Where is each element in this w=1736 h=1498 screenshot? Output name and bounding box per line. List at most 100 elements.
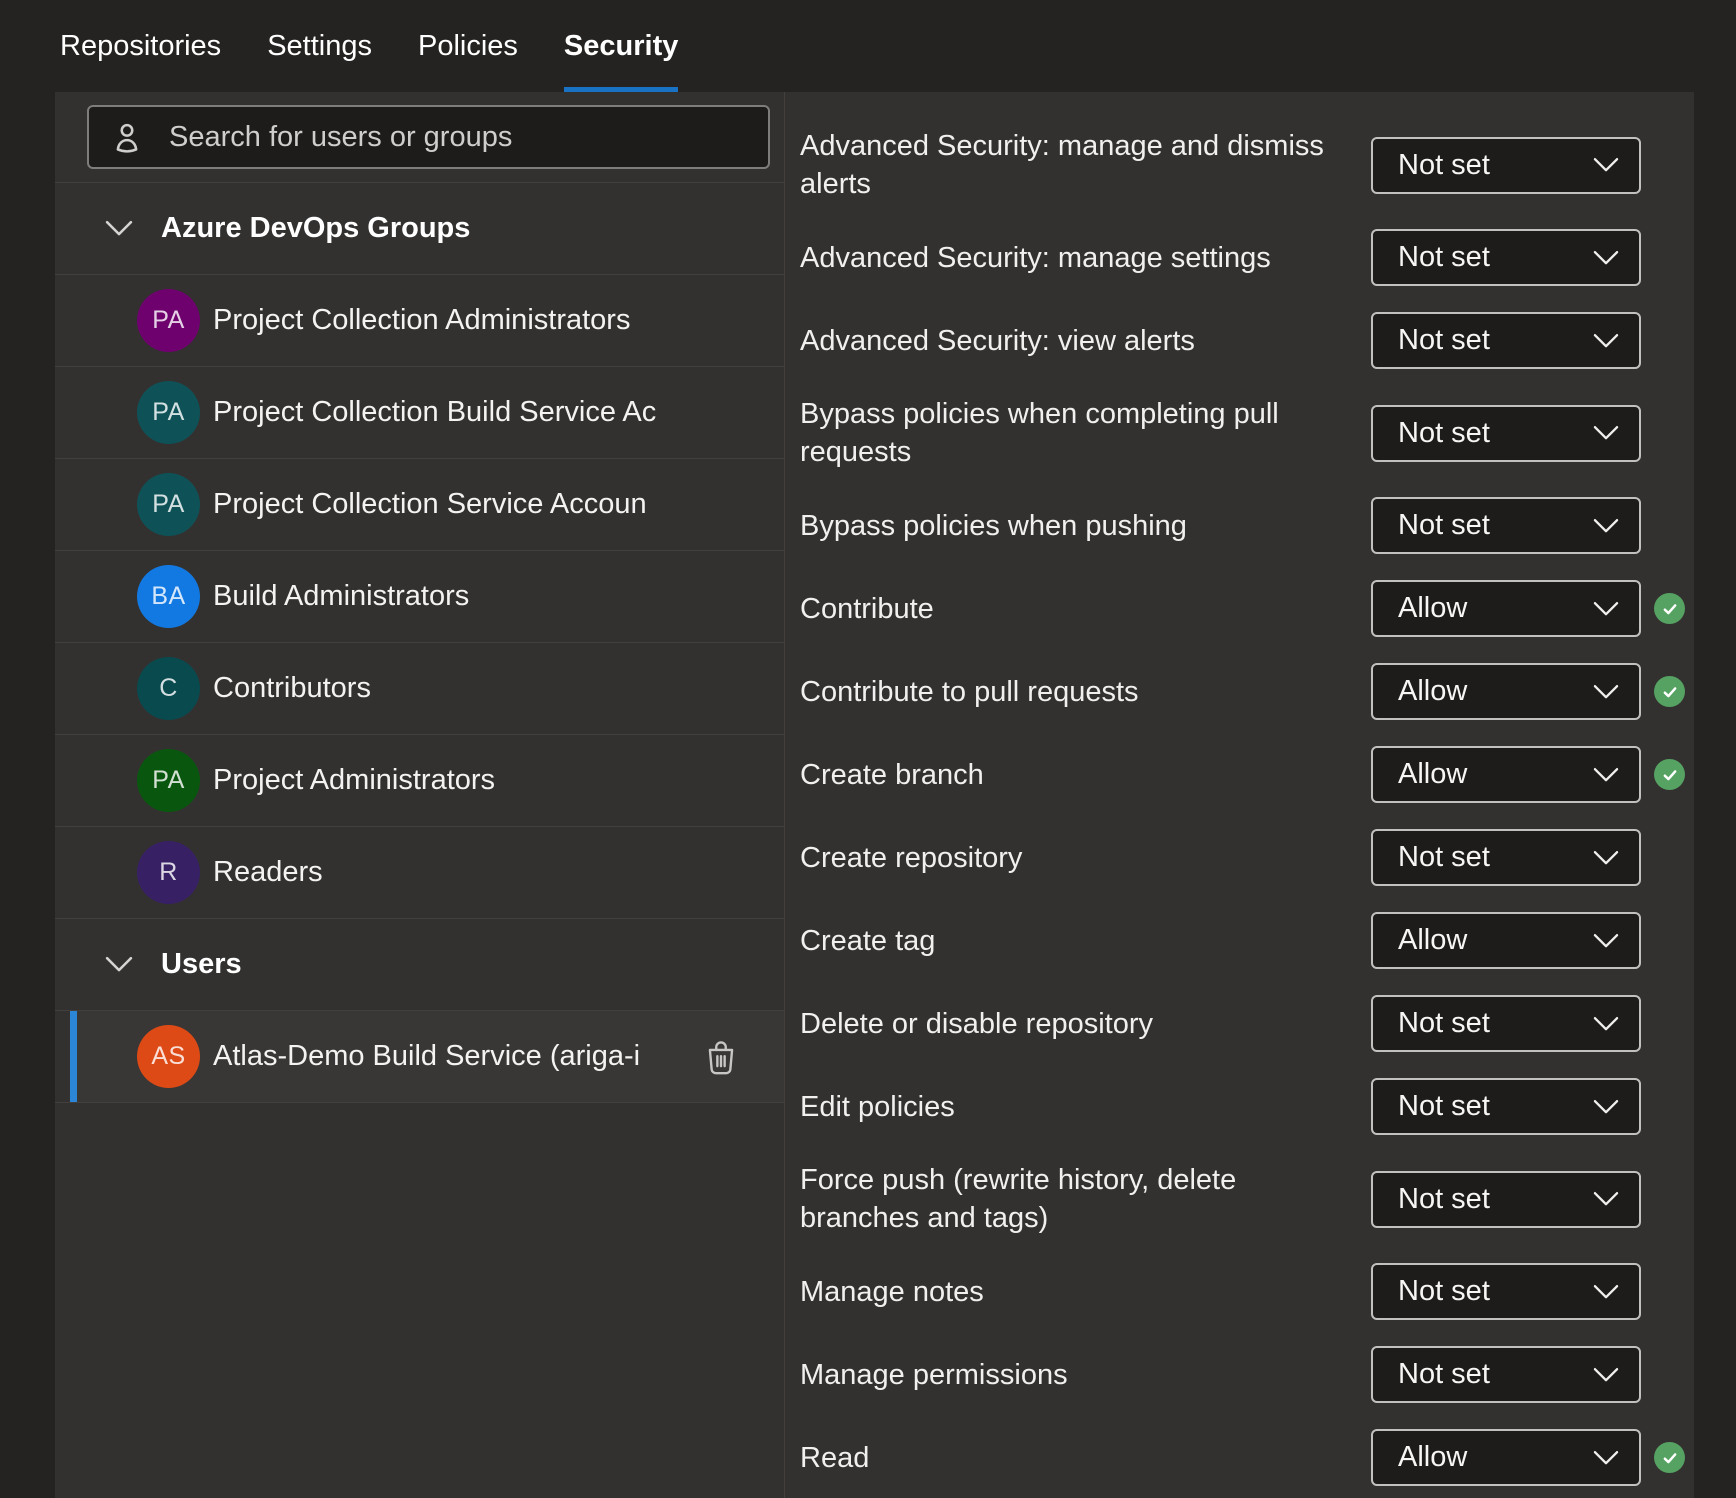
permission-label: Bypass policies when completing pull req…: [800, 398, 1279, 468]
chevron-down-icon: [1593, 1016, 1619, 1030]
permission-row-create-branch: Create branch Allow: [800, 733, 1694, 816]
tab-policies[interactable]: Policies: [418, 0, 518, 92]
permission-label: Force push (rewrite history, delete bran…: [800, 1164, 1237, 1234]
permission-control: Not set: [1371, 1170, 1641, 1228]
permission-label: Bypass policies when pushing: [800, 509, 1187, 542]
group-row-contributors[interactable]: C Contributors: [55, 642, 784, 734]
permission-value: Allow: [1398, 1441, 1468, 1473]
permission-dropdown[interactable]: Allow: [1371, 663, 1641, 720]
group-row-project-collection-service-accoun[interactable]: PA Project Collection Service Accoun: [55, 458, 784, 550]
search-input[interactable]: [167, 119, 748, 155]
permission-dropdown[interactable]: Allow: [1371, 580, 1641, 637]
permission-row-advanced-security-manage-and-dismiss-alerts: Advanced Security: manage and dismiss al…: [800, 114, 1694, 216]
chevron-down-icon: [1593, 850, 1619, 864]
permission-dropdown[interactable]: Allow: [1371, 1429, 1641, 1486]
permission-label: Contribute to pull requests: [800, 675, 1139, 708]
chevron-down-icon: [1593, 1450, 1619, 1464]
group-label: Project Collection Build Service Ac: [213, 396, 657, 428]
granted-check-icon: [1654, 676, 1685, 707]
permission-label: Create repository: [800, 841, 1023, 874]
group-avatar: PA: [137, 473, 200, 536]
group-row-readers[interactable]: R Readers: [55, 826, 784, 918]
trash-icon: [708, 1040, 734, 1074]
permission-label: Create tag: [800, 924, 936, 957]
group-row-project-administrators[interactable]: PA Project Administrators: [55, 734, 784, 826]
permission-value: Not set: [1398, 148, 1490, 181]
group-row-build-administrators[interactable]: BA Build Administrators: [55, 550, 784, 642]
permission-dropdown[interactable]: Not set: [1371, 1346, 1641, 1403]
permission-dropdown[interactable]: Allow: [1371, 912, 1641, 969]
permission-value: Not set: [1398, 1182, 1490, 1215]
group-list: PA Project Collection Administrators PA …: [55, 274, 784, 918]
user-row-atlas-demo-build-service-ariga-i[interactable]: AS Atlas-Demo Build Service (ariga-i: [55, 1010, 784, 1102]
permission-dropdown[interactable]: Not set: [1371, 229, 1641, 286]
permission-control: Not set: [1371, 829, 1641, 886]
permission-dropdown[interactable]: Not set: [1371, 995, 1641, 1052]
permission-row-manage-notes: Manage notes Not set: [800, 1250, 1694, 1333]
permission-value: Not set: [1398, 416, 1490, 449]
permission-dropdown[interactable]: Not set: [1371, 497, 1641, 554]
tree-header-users[interactable]: Users: [55, 918, 784, 1010]
permission-dropdown[interactable]: Not set: [1371, 404, 1641, 462]
user-avatar: AS: [137, 1025, 200, 1088]
permission-label: Contribute: [800, 592, 934, 625]
chevron-down-icon: [1593, 767, 1619, 781]
tree-header-azure-devops-groups[interactable]: Azure DevOps Groups: [55, 182, 784, 274]
tab-bar: Repositories Settings Policies Security: [0, 0, 1736, 92]
permission-dropdown[interactable]: Not set: [1371, 1078, 1641, 1135]
tab-label: Settings: [267, 29, 372, 62]
chevron-down-icon: [1593, 518, 1619, 532]
group-row-project-collection-administrators[interactable]: PA Project Collection Administrators: [55, 274, 784, 366]
group-avatar: BA: [137, 565, 200, 628]
permission-value: Allow: [1398, 924, 1468, 956]
permission-dropdown[interactable]: Not set: [1371, 1263, 1641, 1320]
chevron-down-icon: [1593, 684, 1619, 698]
permission-control: Allow: [1371, 580, 1685, 637]
chevron-down-icon: [1593, 250, 1619, 264]
tab-repositories[interactable]: Repositories: [60, 0, 221, 92]
permission-control: Not set: [1371, 312, 1641, 369]
tab-security[interactable]: Security: [563, 0, 679, 92]
granted-check-icon: [1654, 759, 1685, 790]
permission-row-bypass-policies-when-pushing: Bypass policies when pushing Not set: [800, 484, 1694, 567]
tab-label: Security: [563, 29, 679, 62]
user-label: Atlas-Demo Build Service (ariga-i: [213, 1040, 641, 1072]
delete-user-button[interactable]: [698, 1032, 744, 1082]
group-label: Project Collection Service Accoun: [213, 488, 647, 520]
permission-row-create-tag: Create tag Allow: [800, 899, 1694, 982]
permission-label: Advanced Security: manage and dismiss al…: [800, 130, 1324, 200]
permission-dropdown[interactable]: Not set: [1371, 136, 1641, 194]
group-label: Contributors: [213, 672, 371, 704]
permission-value: Allow: [1398, 592, 1468, 624]
group-label: Readers: [213, 856, 323, 888]
chevron-down-icon: [1593, 1099, 1619, 1113]
permission-row-create-repository: Create repository Not set: [800, 816, 1694, 899]
search-area: [55, 92, 784, 182]
permission-control: Not set: [1371, 497, 1641, 554]
search-box[interactable]: [87, 105, 770, 169]
granted-check-icon: [1654, 1442, 1685, 1473]
chevron-down-icon: [105, 220, 133, 236]
permission-dropdown[interactable]: Not set: [1371, 312, 1641, 369]
tab-settings[interactable]: Settings: [267, 0, 372, 92]
permission-row-contribute-to-pull-requests: Contribute to pull requests Allow: [800, 650, 1694, 733]
permission-value: Not set: [1398, 841, 1490, 873]
group-avatar: PA: [137, 289, 200, 352]
permission-control: Not set: [1371, 229, 1641, 286]
group-row-project-collection-build-service-ac[interactable]: PA Project Collection Build Service Ac: [55, 366, 784, 458]
permission-value: Not set: [1398, 509, 1490, 541]
permission-value: Not set: [1398, 1358, 1490, 1390]
chevron-down-icon: [1593, 1367, 1619, 1381]
chevron-down-icon: [105, 956, 133, 972]
permission-dropdown[interactable]: Not set: [1371, 829, 1641, 886]
permission-dropdown[interactable]: Not set: [1371, 1170, 1641, 1228]
permission-label: Manage permissions: [800, 1358, 1068, 1391]
permission-control: Not set: [1371, 995, 1641, 1052]
identity-tree-panel: Azure DevOps Groups PA Project Collectio…: [55, 92, 785, 1498]
permission-value: Allow: [1398, 758, 1468, 790]
permission-row-contribute: Contribute Allow: [800, 567, 1694, 650]
permission-control: Not set: [1371, 1263, 1641, 1320]
permission-value: Not set: [1398, 1090, 1490, 1122]
permission-row-advanced-security-manage-settings: Advanced Security: manage settings Not s…: [800, 216, 1694, 299]
permission-dropdown[interactable]: Allow: [1371, 746, 1641, 803]
